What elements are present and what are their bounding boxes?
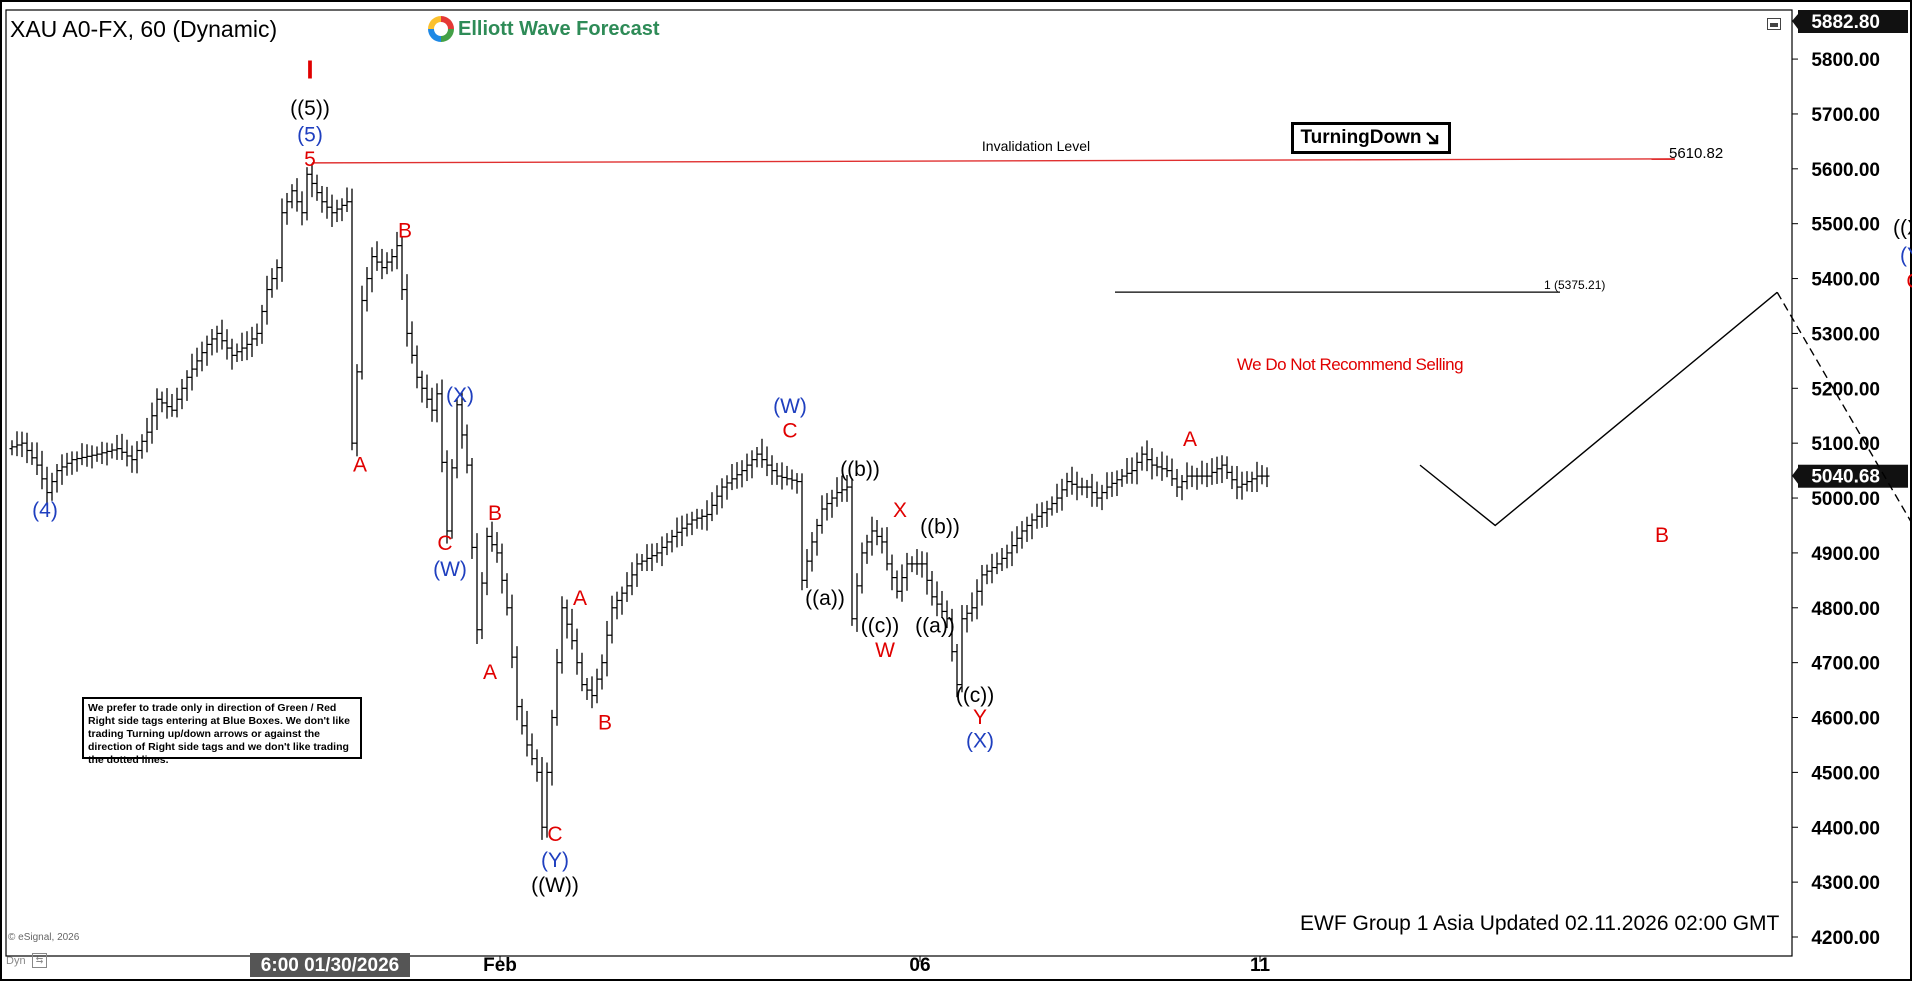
wave-label: (4) xyxy=(32,499,58,522)
wave-label: (X) xyxy=(966,730,994,753)
y-tick-label: 5300.00 xyxy=(1811,324,1880,345)
wave-label: C xyxy=(547,823,562,846)
top-price-label: 5882.80 xyxy=(1811,12,1880,33)
brand-logo-icon xyxy=(428,16,454,42)
warning-text: We Do Not Recommend Selling xyxy=(1237,355,1463,374)
wave-label: A xyxy=(483,661,497,684)
x-label-highlight xyxy=(250,953,410,977)
y-tick-label: 5700.00 xyxy=(1811,105,1880,126)
y-tick-label: 5400.00 xyxy=(1811,270,1880,291)
y-tick-label: 4600.00 xyxy=(1811,709,1880,730)
x-tick-label: 11 xyxy=(1250,955,1271,976)
brand-name: Elliott Wave Forecast xyxy=(458,17,660,40)
panel-menu-icon[interactable] xyxy=(1767,18,1781,30)
y-tick-label: 4200.00 xyxy=(1811,928,1880,949)
y-tick-label: 5800.00 xyxy=(1811,50,1880,71)
trading-note: We prefer to trade only in direction of … xyxy=(82,697,362,766)
wave-label: (W) xyxy=(433,558,467,581)
turning-down-badge: TurningDown xyxy=(1291,122,1451,154)
wave-label: A xyxy=(353,454,367,477)
wave-label: (W) xyxy=(773,395,807,418)
wave-label: B xyxy=(598,712,612,735)
esignal-copyright: © eSignal, 2026 xyxy=(8,932,80,943)
wave-label: W xyxy=(875,639,895,662)
x-tick-label: 6:00 01/30/2026 xyxy=(261,955,399,976)
y-tick-label: 5500.00 xyxy=(1811,215,1880,236)
wave-label: A xyxy=(573,587,587,610)
wave-label: C xyxy=(437,532,452,555)
wave-label: ((c)) xyxy=(861,614,899,637)
wave-label: (Y) xyxy=(1900,244,1912,267)
wave-label: ((b)) xyxy=(920,516,960,539)
last-price-tag xyxy=(1798,464,1908,488)
wave-label: ((b)) xyxy=(840,458,880,481)
turning-down-label: TurningDown xyxy=(1300,127,1422,148)
y-tick-label: 5600.00 xyxy=(1811,160,1880,181)
y-tick-label: 4900.00 xyxy=(1811,544,1880,565)
dynamic-mode-icon[interactable]: ⇆ xyxy=(32,953,47,968)
wave-label: B xyxy=(1655,524,1669,547)
symbol-title: XAU A0-FX, 60 (Dynamic) xyxy=(10,16,278,42)
last-price-tag-pointer xyxy=(1792,467,1798,484)
wave-label: ((c)) xyxy=(956,684,994,707)
wave-label: I xyxy=(306,54,313,84)
y-tick-label: 4300.00 xyxy=(1811,873,1880,894)
wave-label: ((X)) xyxy=(1893,217,1912,240)
dyn-label: Dyn xyxy=(6,955,26,967)
invalidation-line xyxy=(311,158,1676,164)
y-tick-label: 4500.00 xyxy=(1811,763,1880,784)
wave-label: X xyxy=(893,499,907,522)
y-tick-label: 4400.00 xyxy=(1811,818,1880,839)
wave-label: (5) xyxy=(297,123,323,146)
invalidation-value: 5610.82 xyxy=(1669,145,1723,162)
wave-label: Y xyxy=(973,706,987,729)
y-tick-label: 4700.00 xyxy=(1811,654,1880,675)
projection-solid-line xyxy=(1419,291,1778,527)
y-tick-label: 5200.00 xyxy=(1811,379,1880,400)
target-label: 1 (5375.21) xyxy=(1544,278,1605,292)
y-tick-label: 5000.00 xyxy=(1811,489,1880,510)
update-stamp: EWF Group 1 Asia Updated 02.11.2026 02:0… xyxy=(1300,912,1780,935)
wave-label: B xyxy=(488,502,502,525)
wave-label: ((a)) xyxy=(805,587,845,610)
wave-label: (X) xyxy=(446,384,474,407)
wave-label: C xyxy=(1906,270,1912,293)
wave-label: A xyxy=(1183,428,1197,451)
x-tick-label: 06 xyxy=(909,955,930,976)
arrow-down-right-icon xyxy=(1425,132,1438,145)
wave-label: B xyxy=(398,219,412,242)
invalidation-label: Invalidation Level xyxy=(982,138,1090,154)
top-price-tag-pointer xyxy=(1792,14,1798,29)
wave-label: ((a)) xyxy=(915,614,955,637)
wave-label: 5 xyxy=(304,148,316,171)
x-tick-label: Feb xyxy=(483,955,517,976)
top-price-tag xyxy=(1798,10,1908,33)
wave-label: (Y) xyxy=(541,849,569,872)
brand: Elliott Wave Forecast xyxy=(428,16,660,42)
projection-dashed-line xyxy=(1776,291,1912,525)
wave-label: C xyxy=(782,420,797,443)
wave-label: ((5)) xyxy=(290,97,330,120)
y-tick-label: 4800.00 xyxy=(1811,599,1880,620)
wave-label: ((W)) xyxy=(531,874,579,897)
last-price-label: 5040.68 xyxy=(1811,467,1880,488)
